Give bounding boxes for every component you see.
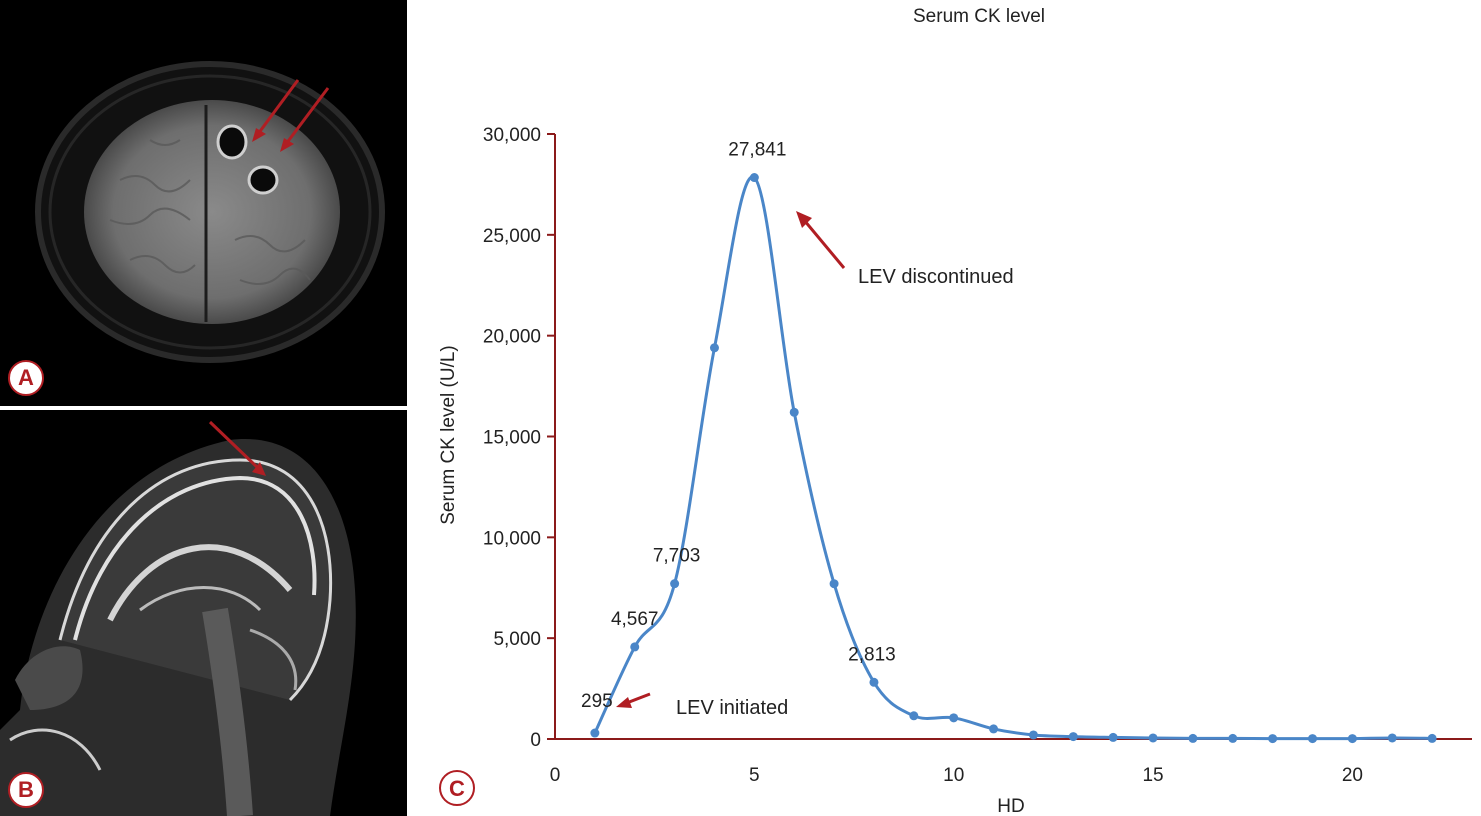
data-point (869, 677, 879, 687)
data-point (1108, 732, 1118, 742)
mri-axial-panel: A (0, 0, 407, 406)
mri-axial-image (35, 61, 385, 363)
data-point (590, 728, 600, 738)
data-point (1148, 733, 1158, 743)
panel-c-badge-circle (439, 770, 475, 806)
x-tick-label: 5 (749, 765, 760, 786)
data-point (989, 724, 999, 734)
chart-title: Serum CK level (913, 6, 1045, 27)
data-point (949, 713, 959, 723)
data-point (789, 407, 799, 417)
data-labels: 295 4,567 7,703 27,841 2,813 (581, 140, 896, 713)
data-points (590, 173, 1437, 744)
data-point (1308, 734, 1318, 744)
axes (554, 134, 1472, 740)
data-point (829, 579, 839, 589)
data-label: 7,703 (653, 546, 701, 567)
y-tick-label: 5,000 (493, 629, 541, 650)
data-point (1268, 734, 1278, 744)
panel-a-badge: A (8, 360, 44, 396)
data-point (1188, 733, 1198, 743)
data-label: 295 (581, 691, 613, 712)
panel-b-badge: B (8, 772, 44, 808)
data-point (1228, 733, 1238, 743)
data-label: 2,813 (848, 644, 896, 665)
data-point (670, 579, 680, 589)
y-tick-label: 10,000 (483, 528, 541, 549)
x-tick-label: 20 (1342, 765, 1363, 786)
y-tick-label: 20,000 (483, 327, 541, 348)
data-label: 27,841 (728, 140, 786, 161)
data-label: 4,567 (611, 609, 659, 630)
y-tick-label: 15,000 (483, 428, 541, 449)
x-tick-label: 15 (1142, 765, 1163, 786)
panel-c-badge: C (449, 776, 465, 801)
discontinued-arrow (802, 219, 846, 269)
y-tick-label: 0 (530, 730, 541, 751)
data-point (709, 343, 719, 353)
mri-sagittal-panel: B (0, 410, 407, 816)
data-point (749, 173, 759, 183)
data-point (1427, 733, 1437, 743)
y-axis-label: Serum CK level (U/L) (438, 345, 459, 525)
initiated-arrowhead (616, 697, 632, 708)
annotation-lev-discontinued: LEV discontinued (858, 266, 1014, 288)
ck-level-chart: Serum CK level Serum CK level (U/L) HD 0… (438, 6, 1472, 816)
mri-sagittal-image (0, 420, 356, 816)
data-point (1028, 730, 1038, 740)
axis-ticks: 0 5,000 10,000 15,000 20,000 25,000 30,000 0 5 10… (483, 125, 1363, 786)
annotation-lev-initiated: LEV initiated (676, 697, 788, 719)
data-point (1068, 732, 1078, 742)
data-point (1347, 734, 1357, 744)
y-tick-label: 25,000 (483, 226, 541, 247)
x-tick-label: 0 (550, 765, 561, 786)
x-axis-label: HD (997, 796, 1024, 816)
discontinued-arrowhead (796, 211, 812, 228)
series-line (593, 175, 1433, 741)
data-point (1387, 733, 1397, 743)
x-tick-label: 10 (943, 765, 964, 786)
data-point (630, 642, 640, 652)
data-point (909, 711, 919, 721)
y-tick-label: 30,000 (483, 125, 541, 146)
